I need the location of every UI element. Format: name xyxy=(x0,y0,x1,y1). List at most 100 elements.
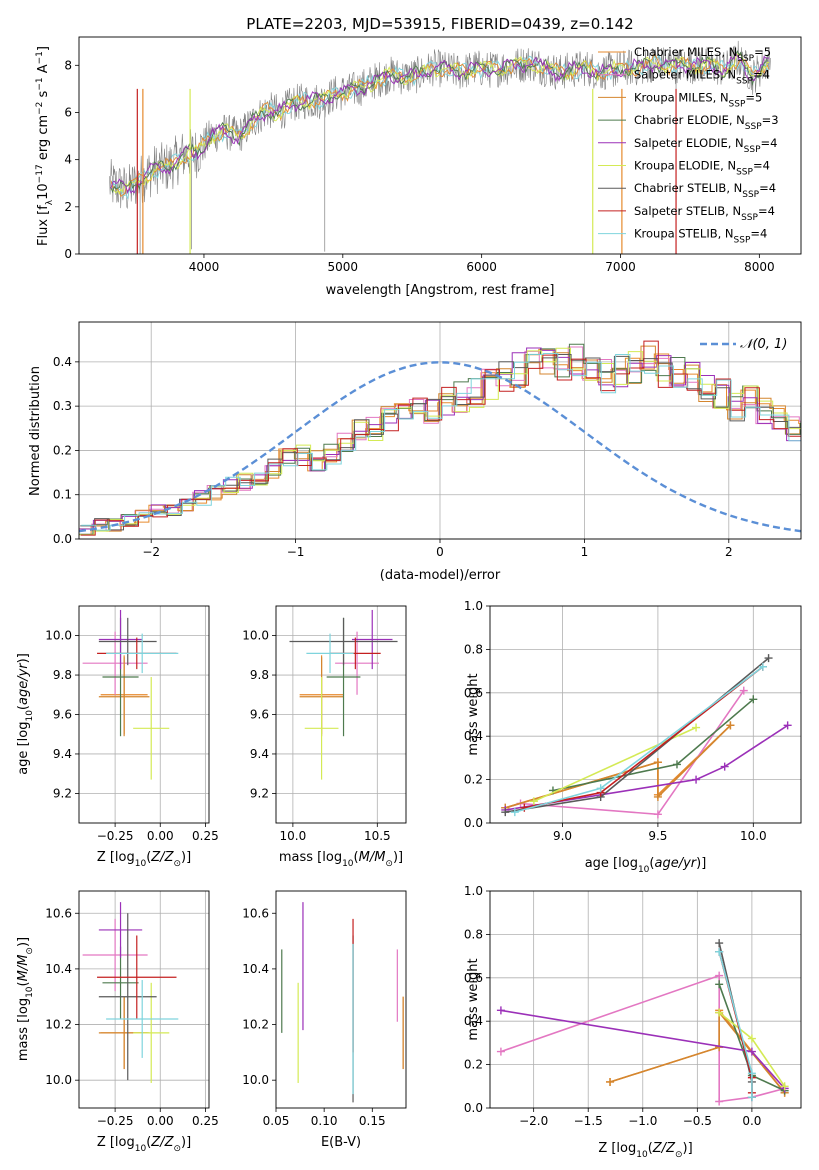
y-tick-label: 9.8 xyxy=(250,668,269,682)
mass-weight-line xyxy=(718,942,753,1098)
mass-weight-marker xyxy=(510,808,519,817)
plot-area xyxy=(289,609,398,780)
y-tick-label: 0.4 xyxy=(464,1014,483,1028)
y-tick-label: 1.0 xyxy=(464,599,483,613)
residual-histogram xyxy=(81,353,801,531)
mass-weight-line xyxy=(505,724,789,811)
plot-area xyxy=(82,609,179,780)
x-axis-label: E(B-V) xyxy=(321,1135,361,1150)
y-tick-label: 10.2 xyxy=(45,1018,72,1032)
model-fit-line xyxy=(110,50,770,194)
mass-weight-vs-metallicity-panel: −2.0 −1.5 −1.0 −0.5 0.0 0.0 0.2 0.4 0.6 0.8 1.0 Z [… xyxy=(464,884,802,1160)
plot-area xyxy=(281,902,404,1103)
y-tick-label: 8 xyxy=(64,58,72,72)
mass-vs-extinction-panel: 0.05 0.10 0.15 10.0 10.2 10.4 10.6 E(B-V) xyxy=(242,890,407,1150)
mass-weight-vs-age-panel: 9.0 9.5 10.0 0.0 0.2 0.4 0.6 0.8 1.0 age [log10(a… xyxy=(464,599,802,875)
axes-frame xyxy=(78,605,210,824)
x-tick-label: −0.25 xyxy=(97,829,134,843)
residual-histogram xyxy=(79,347,801,530)
x-tick-label: 5000 xyxy=(328,260,359,274)
y-tick-label: 0.0 xyxy=(464,816,483,830)
y-tick-label: 10.0 xyxy=(45,629,72,643)
residual-histogram xyxy=(79,348,801,536)
figure-title: PLATE=2203, MJD=53915, FIBERID=0439, z=0… xyxy=(246,15,633,33)
axes-frame xyxy=(78,36,802,255)
residual-histogram xyxy=(79,343,801,535)
mass-weight-marker xyxy=(496,1047,505,1056)
y-tick-label: 10.4 xyxy=(45,962,72,976)
mass-weight-marker xyxy=(653,758,662,767)
mass-weight-marker xyxy=(692,723,701,732)
x-tick-label: 1 xyxy=(581,545,589,559)
y-tick-label: 10.6 xyxy=(45,906,72,920)
axes-frame xyxy=(275,890,407,1109)
y-tick-label: 10.4 xyxy=(242,962,269,976)
x-tick-label: 9.5 xyxy=(648,829,667,843)
y-tick-label: 0.2 xyxy=(464,773,483,787)
mass-weight-marker xyxy=(715,980,724,989)
y-tick-label: 0.3 xyxy=(53,399,72,413)
x-axis-label: Z [log10(Z/Z⊙)] xyxy=(598,1141,692,1160)
y-tick-label: 0 xyxy=(64,247,72,261)
age-vs-mass-panel: 10.0 10.5 9.2 9.4 9.6 9.8 10.0 mass [log10(M/M⊙… xyxy=(242,605,407,869)
mass-weight-marker xyxy=(596,784,605,793)
mass-weight-marker xyxy=(747,1047,756,1056)
residual-histogram xyxy=(79,346,801,531)
x-axis-label: age [log10(age/yr)] xyxy=(585,856,707,875)
mass-weight-marker xyxy=(747,1069,756,1078)
mass-weight-marker xyxy=(749,695,758,704)
y-tick-label: 2 xyxy=(64,200,72,214)
x-axis-label: wavelength [Angstrom, rest frame] xyxy=(326,283,555,298)
x-tick-label: 6000 xyxy=(466,260,497,274)
mass-weight-marker xyxy=(715,939,724,948)
x-axis-label: Z [log10(Z/Z⊙)] xyxy=(97,850,191,869)
mass-weight-marker xyxy=(758,662,767,671)
mass-weight-marker xyxy=(720,762,729,771)
residual-histogram xyxy=(79,347,801,536)
mass-weight-marker xyxy=(692,775,701,784)
y-tick-label: 0.0 xyxy=(464,1101,483,1115)
y-tick-label: 0.2 xyxy=(53,443,72,457)
mass-weight-marker xyxy=(715,947,724,956)
legend-entry: Kroupa ELODIE, NSSP=4 xyxy=(634,159,770,178)
x-tick-label: −0.25 xyxy=(97,1114,134,1128)
y-tick-label: 9.8 xyxy=(53,668,72,682)
x-tick-label: −1.0 xyxy=(628,1114,657,1128)
mass-weight-marker xyxy=(783,721,792,730)
x-tick-label: 4000 xyxy=(189,260,220,274)
x-tick-label: −1 xyxy=(287,545,305,559)
spectrum-panel: 4000 5000 6000 7000 8000 0 2 4 6 8 wavelength [Ang… xyxy=(35,36,802,298)
y-tick-label: 0.4 xyxy=(464,729,483,743)
mass-weight-marker xyxy=(501,808,510,817)
axes-frame xyxy=(275,605,407,824)
y-axis-label: mass weight xyxy=(466,958,481,1040)
y-tick-label: 9.6 xyxy=(250,708,269,722)
legend-entry: Salpeter STELIB, NSSP=4 xyxy=(634,204,775,223)
x-tick-label: 2 xyxy=(725,545,733,559)
y-tick-label: 0.6 xyxy=(464,686,483,700)
x-tick-label: −2 xyxy=(142,545,160,559)
x-tick-label: −2.0 xyxy=(519,1114,548,1128)
y-axis-label: mass weight xyxy=(466,673,481,755)
plot-area xyxy=(501,654,792,819)
y-tick-label: 4 xyxy=(64,153,72,167)
residual-histogram xyxy=(79,345,801,532)
x-tick-label: 0.25 xyxy=(192,1114,219,1128)
mass-weight-line xyxy=(505,724,731,809)
x-axis-label: mass [log10(M/M⊙)] xyxy=(279,850,403,869)
y-tick-label: 1.0 xyxy=(464,884,483,898)
y-tick-label: 10.2 xyxy=(242,1018,269,1032)
x-tick-label: 8000 xyxy=(744,260,775,274)
x-tick-label: 0.25 xyxy=(192,829,219,843)
y-tick-label: 6 xyxy=(64,105,72,119)
mass-weight-marker xyxy=(715,1008,724,1017)
mass-weight-marker xyxy=(764,654,773,663)
x-tick-label: 0 xyxy=(436,545,444,559)
y-tick-label: 10.0 xyxy=(242,629,269,643)
y-tick-label: 10.0 xyxy=(45,1073,72,1087)
y-tick-label: 0.8 xyxy=(464,927,483,941)
residual-histogram xyxy=(80,340,801,536)
plot-area xyxy=(79,340,801,536)
axes-frame xyxy=(78,321,802,540)
